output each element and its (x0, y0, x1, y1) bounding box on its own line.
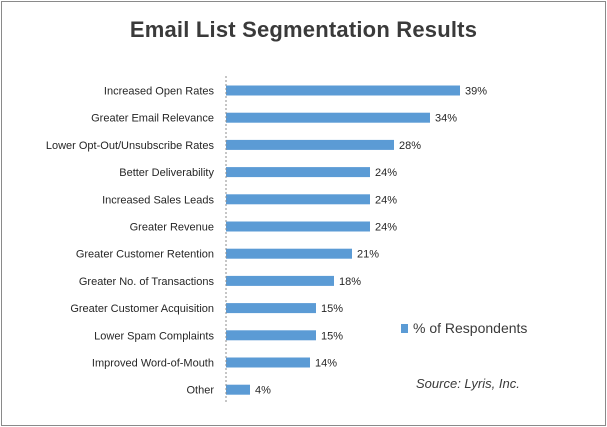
bar (226, 194, 370, 205)
data-label: 4% (255, 385, 271, 397)
category-label: Greater Customer Acquisition (70, 303, 214, 315)
bar (226, 330, 316, 341)
data-label: 24% (375, 194, 397, 206)
category-label: Lower Opt-Out/Unsubscribe Rates (46, 140, 215, 152)
legend-label: % of Respondents (413, 320, 528, 336)
bar (226, 85, 460, 96)
bar (226, 357, 310, 368)
legend: % of Respondents (401, 320, 527, 336)
bar (226, 139, 394, 150)
bar (226, 248, 352, 259)
category-label: Improved Word-of-Mouth (92, 358, 214, 370)
bar (226, 221, 370, 232)
bar (226, 275, 334, 286)
legend-swatch (401, 323, 408, 333)
data-label: 24% (375, 167, 397, 179)
category-label: Other (186, 385, 214, 397)
category-label: Greater Customer Retention (76, 249, 214, 261)
category-label: Better Deliverability (119, 167, 214, 179)
bars-layer: Increased Open Rates 39% Greater Email Rel… (46, 85, 487, 397)
data-label: 18% (339, 276, 361, 288)
category-label: Greater Revenue (130, 222, 214, 234)
data-label: 39% (465, 86, 487, 98)
chart-title: Email List Segmentation Results (129, 17, 478, 42)
data-label: 15% (321, 330, 343, 342)
data-label: 34% (435, 113, 457, 125)
data-label: 14% (315, 358, 337, 370)
source-note: Source: Lyris, Inc. (416, 376, 520, 391)
category-label: Greater Email Relevance (91, 113, 214, 125)
category-label: Lower Spam Complaints (94, 330, 214, 342)
bar (226, 167, 370, 178)
category-label: Greater No. of Transactions (79, 276, 215, 288)
bar (226, 303, 316, 314)
category-label: Increased Sales Leads (102, 194, 214, 206)
bar (226, 384, 250, 395)
data-label: 15% (321, 303, 343, 315)
data-label: 24% (375, 222, 397, 234)
data-label: 28% (399, 140, 421, 152)
category-label: Increased Open Rates (104, 86, 215, 98)
data-label: 21% (357, 249, 379, 261)
bar (226, 112, 430, 123)
